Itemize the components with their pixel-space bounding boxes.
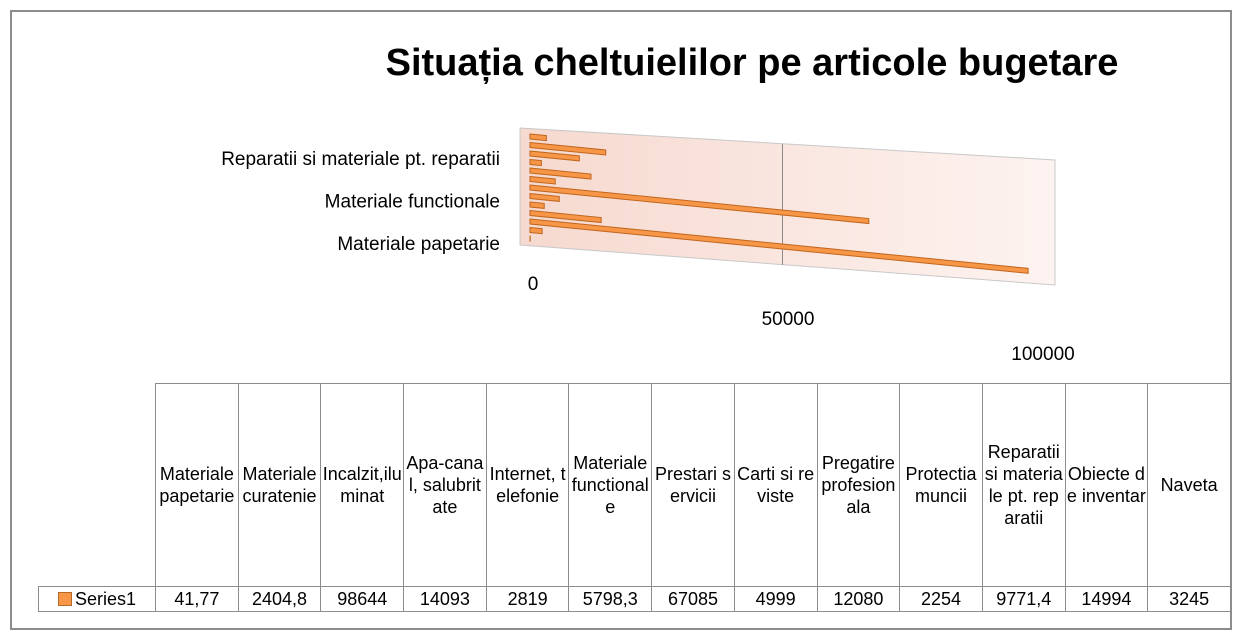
value-cell: 2254 <box>899 586 983 612</box>
corner-cell <box>38 383 156 587</box>
value-cell: 41,77 <box>155 586 239 612</box>
category-cell: Naveta <box>1147 383 1231 587</box>
category-cell: Apa-canal, salubritate <box>403 383 487 587</box>
value-cell: 4999 <box>733 586 818 612</box>
category-cell: Internet, telefonie <box>485 383 570 587</box>
y-tick-label: Materiale papetarie <box>337 234 500 255</box>
x-tick-label: 100000 <box>1011 344 1074 365</box>
category-cell: Materiale papetarie <box>155 383 239 587</box>
category-cell: Materiale curatenie <box>237 383 322 587</box>
bar <box>529 167 592 180</box>
value-cell: 9771,4 <box>981 586 1066 612</box>
category-cell: Carti si reviste <box>733 383 818 587</box>
bar <box>529 150 580 162</box>
bar <box>529 175 556 185</box>
value-cell: 14093 <box>403 586 487 612</box>
data-row: Series1 41,77 2404,8 98644 14093 2819 5798,3 67… <box>38 586 1231 612</box>
bar <box>529 218 1029 274</box>
plot-wall <box>519 127 1056 286</box>
header-row: Materiale papetarie Materiale curatenie In… <box>38 383 1231 587</box>
category-cell: Prestari servicii <box>651 383 735 587</box>
x-tick-label: 0 <box>528 274 539 295</box>
value-cell: 5798,3 <box>568 586 653 612</box>
value-cell: 3245 <box>1147 586 1231 612</box>
category-cell: Incalzit,iluminat <box>320 383 405 587</box>
value-cell: 2819 <box>485 586 570 612</box>
bar <box>529 133 547 142</box>
chart-title: Situația cheltuielilor pe articole buget… <box>386 42 1119 84</box>
category-cell: Obiecte de inventar <box>1064 383 1149 587</box>
bar <box>529 158 542 167</box>
value-cell: 98644 <box>320 586 405 612</box>
legend-key <box>57 592 72 606</box>
series-cell: Series1 <box>38 586 156 612</box>
bar <box>529 209 602 224</box>
bar <box>529 141 607 156</box>
data-table: Materiale papetarie Materiale curatenie In… <box>38 383 1231 612</box>
y-tick-label: Materiale functionale <box>325 192 500 213</box>
category-cell: Reparatii si materiale pt. reparatii <box>981 383 1066 587</box>
x-tick-label: 50000 <box>762 309 815 330</box>
value-cell: 12080 <box>816 586 901 612</box>
legend-label: Series1 <box>74 589 137 609</box>
category-cell: Materiale functionale <box>568 383 653 587</box>
value-cell: 14994 <box>1064 586 1149 612</box>
category-cell: Protectia muncii <box>899 383 983 587</box>
chart-frame <box>10 10 1232 630</box>
category-cell: Pregatire profesionala <box>816 383 901 587</box>
y-tick-label: Reparatii si materiale pt. reparatii <box>221 149 500 170</box>
bar <box>529 192 560 202</box>
bar <box>529 201 545 209</box>
bar <box>529 226 543 235</box>
bar <box>529 184 870 225</box>
value-cell: 67085 <box>651 586 735 612</box>
value-cell: 2404,8 <box>237 586 322 612</box>
